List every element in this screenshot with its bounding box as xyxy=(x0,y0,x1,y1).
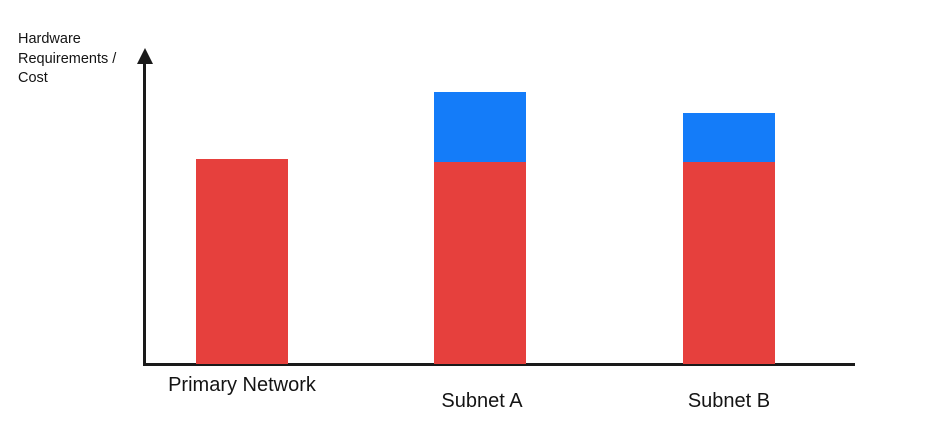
bar-segment-blue xyxy=(434,91,526,163)
bar-subnet-b xyxy=(683,113,775,364)
bar-primary-network xyxy=(196,158,288,364)
x-label-subnet-a: Subnet A xyxy=(441,390,523,412)
x-axis-line xyxy=(143,363,855,366)
y-axis-label: Hardware Requirements / Cost xyxy=(18,31,117,86)
bar-segment-blue xyxy=(683,113,775,163)
bar-segment-red xyxy=(196,158,288,364)
y-axis-line xyxy=(143,60,146,365)
bar-subnet-a xyxy=(434,91,526,364)
bar-segment-red xyxy=(434,162,526,364)
x-label-subnet-b: Subnet B xyxy=(687,390,771,412)
y-axis-arrowhead-icon xyxy=(136,48,153,64)
x-label-primary-network: Primary Network xyxy=(168,374,316,396)
bar-segment-red xyxy=(683,162,775,364)
